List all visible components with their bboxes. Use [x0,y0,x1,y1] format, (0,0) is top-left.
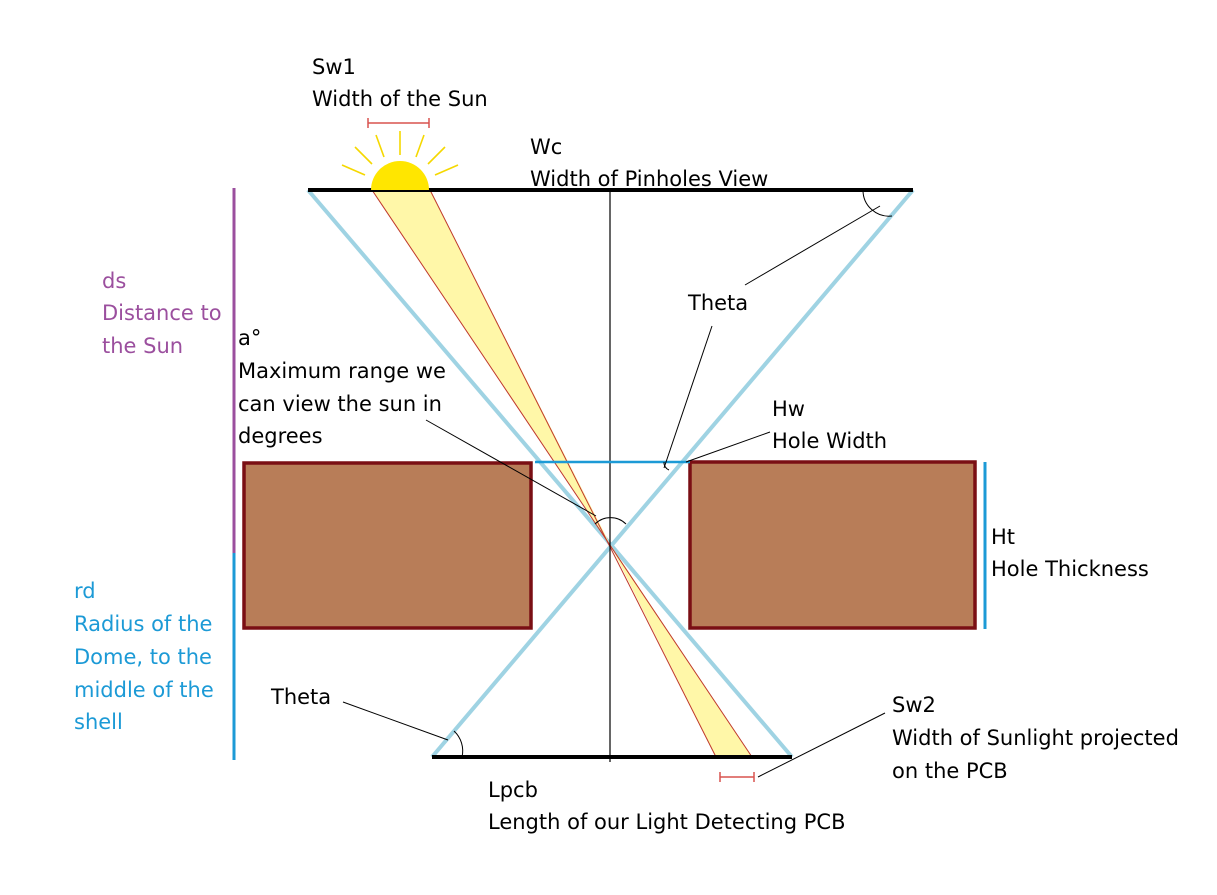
view-cone-line-right [430,188,915,759]
sun-icon [341,131,459,190]
theta-arc-hole [663,461,670,471]
label-ht: Ht Hole Thickness [991,525,1149,581]
label-sw2: Sw2 Width of Sunlight projected on the P… [892,693,1186,783]
label-wc: Wc Width of Pinholes View [530,135,768,191]
label-rd: rd Radius of the Dome, to the middle of … [74,579,220,734]
dome-shell-block-left [244,463,531,628]
leader-lines [342,205,886,778]
sun-width-measure [367,118,430,128]
projected-width-measure [719,772,755,782]
label-ds: ds Distance to the Sun [102,269,228,358]
view-cone-line-left [306,188,794,759]
beam-edge-a [371,189,753,758]
label-hw: Hw Hole Width [772,397,887,453]
theta-arc-top [862,189,893,217]
label-theta-top: Theta [687,291,748,315]
label-theta-bottom: Theta [270,685,331,709]
dome-shell-block-left-border [242,461,533,630]
label-sw1: Sw1 Width of the Sun [312,55,488,111]
label-lpcb: Lpcb Length of our Light Detecting PCB [488,778,845,834]
beam-edge-b [429,189,717,758]
label-alpha: a° Maximum range we can view the sun in … [238,326,453,448]
alpha-arc [594,517,627,525]
dome-shell-block-right-border [688,460,977,630]
theta-arc-bottom [453,730,464,758]
dome-shell-block-right [690,462,975,628]
